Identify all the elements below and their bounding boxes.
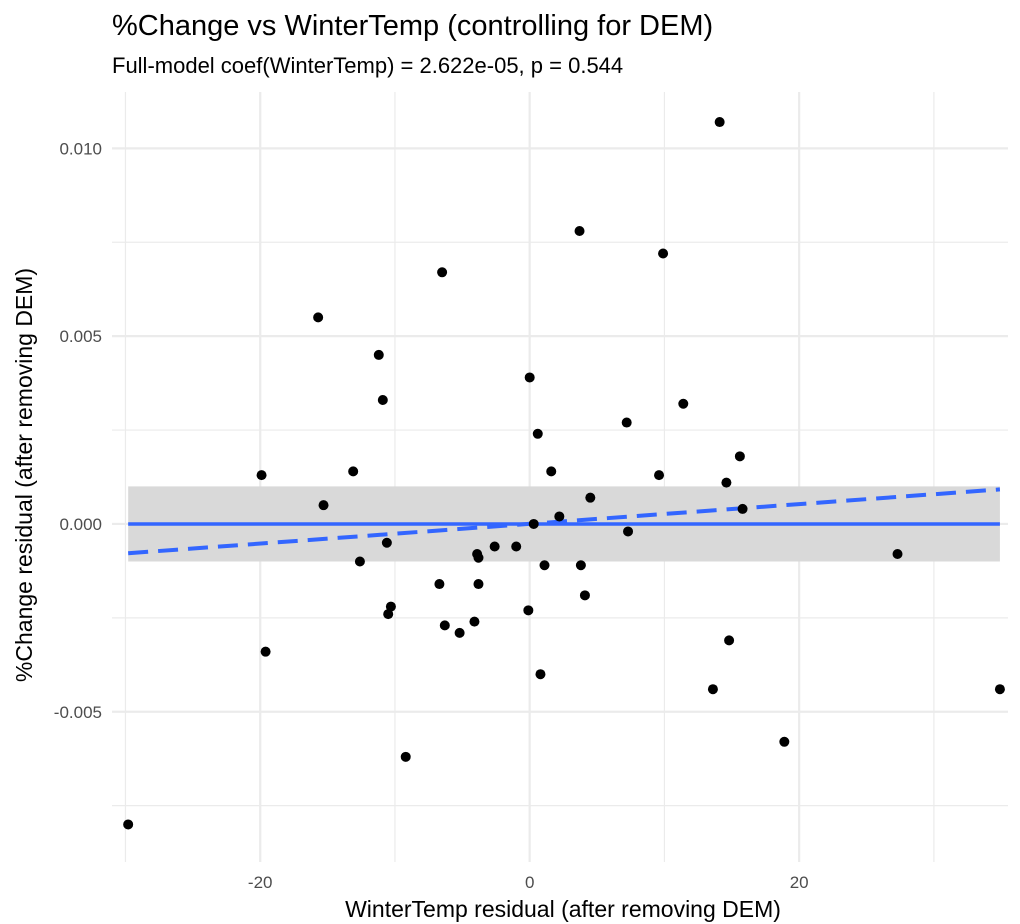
data-point [123, 819, 134, 830]
data-point [721, 477, 732, 488]
y-axis-ticks: -0.005 0.000 0.005 0.010 [54, 139, 102, 721]
data-point [994, 684, 1005, 695]
data-point [377, 395, 388, 405]
data-point [737, 503, 748, 514]
data-point [373, 349, 384, 360]
x-tick-label: 0 [525, 873, 534, 892]
data-point [532, 428, 543, 439]
fit-lines [128, 487, 1001, 556]
data-point [385, 601, 396, 612]
y-tick-label: 0.010 [59, 139, 102, 158]
data-point [654, 470, 665, 481]
y-tick-label: 0.000 [59, 515, 102, 534]
partial-regression-line-dashed [128, 487, 1001, 556]
data-point [535, 669, 546, 680]
x-tick-label: 20 [790, 873, 809, 892]
y-tick-label: -0.005 [54, 703, 102, 722]
chart-subtitle: Full-model coef(WinterTemp) = 2.622e-05,… [112, 53, 623, 78]
data-point [724, 635, 735, 646]
grid-lines [112, 92, 1008, 862]
data-point [524, 372, 535, 383]
data-point [678, 398, 689, 409]
plot-area [112, 92, 1008, 862]
data-point [734, 451, 745, 462]
data-point [400, 751, 411, 762]
data-point [381, 537, 392, 548]
data-point [779, 736, 790, 747]
data-point [318, 500, 329, 511]
data-point [511, 541, 522, 552]
data-point [579, 590, 590, 601]
data-point [434, 579, 445, 590]
data-point [489, 541, 500, 552]
y-tick-label: 0.005 [59, 327, 102, 346]
data-point [574, 225, 585, 236]
data-point [707, 684, 718, 695]
y-axis-label: %Change residual (after removing DEM) [11, 268, 37, 682]
data-point [439, 620, 450, 631]
data-point [348, 466, 359, 477]
data-points [123, 117, 1005, 830]
x-tick-label: -20 [248, 873, 273, 892]
data-point [714, 117, 725, 128]
x-axis-ticks: -20 0 20 [248, 873, 809, 892]
data-point [473, 552, 484, 563]
data-point [621, 417, 632, 428]
data-point [546, 466, 557, 477]
data-point [469, 616, 480, 627]
data-point [658, 248, 669, 259]
data-point [473, 579, 484, 590]
data-point [523, 605, 534, 616]
data-point [313, 312, 324, 323]
data-point [383, 609, 394, 620]
data-point [454, 627, 465, 638]
data-point [354, 556, 365, 567]
data-point [623, 526, 634, 537]
data-point [437, 267, 448, 278]
data-point [575, 560, 586, 571]
chart-title: %Change vs WinterTemp (controlling for D… [112, 10, 713, 42]
data-point [539, 560, 550, 571]
data-point [554, 511, 565, 522]
data-point [892, 549, 903, 559]
data-point [256, 470, 267, 481]
data-point [585, 492, 596, 503]
data-point [260, 646, 271, 657]
x-axis-label: WinterTemp residual (after removing DEM) [345, 896, 781, 922]
data-point [528, 518, 539, 529]
